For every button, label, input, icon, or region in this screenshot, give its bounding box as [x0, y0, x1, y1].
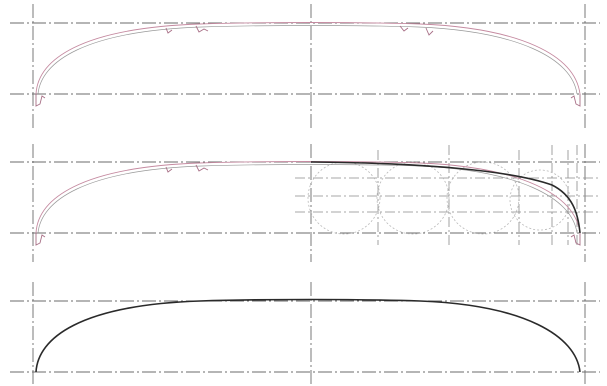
panel-traced-profile: [10, 4, 600, 128]
construction-circle-3: [446, 161, 520, 235]
trace-inner-profile-2: [37, 164, 578, 234]
trace-right-foot: [570, 94, 581, 107]
trace-left-foot-2: [35, 233, 46, 246]
panel-fitting-construction: [10, 144, 600, 262]
panel-fitted-profile: [10, 282, 600, 384]
trace-outer-profile: [35, 22, 581, 95]
construction-circle-2: [376, 161, 450, 235]
trace-right-foot-2: [570, 233, 581, 246]
trace-left-foot: [35, 94, 46, 107]
fitted-half-profile: [310, 161, 581, 234]
trace-inner-profile: [37, 25, 578, 95]
construction-circle-1: [307, 161, 381, 235]
trace-lip-notch-left: [165, 25, 209, 34]
trace-outer-profile-2: [35, 161, 581, 234]
trace-lip-notch-right: [399, 25, 434, 36]
trace-lip-notch-2: [165, 164, 209, 173]
fitted-full-profile: [35, 298, 581, 373]
